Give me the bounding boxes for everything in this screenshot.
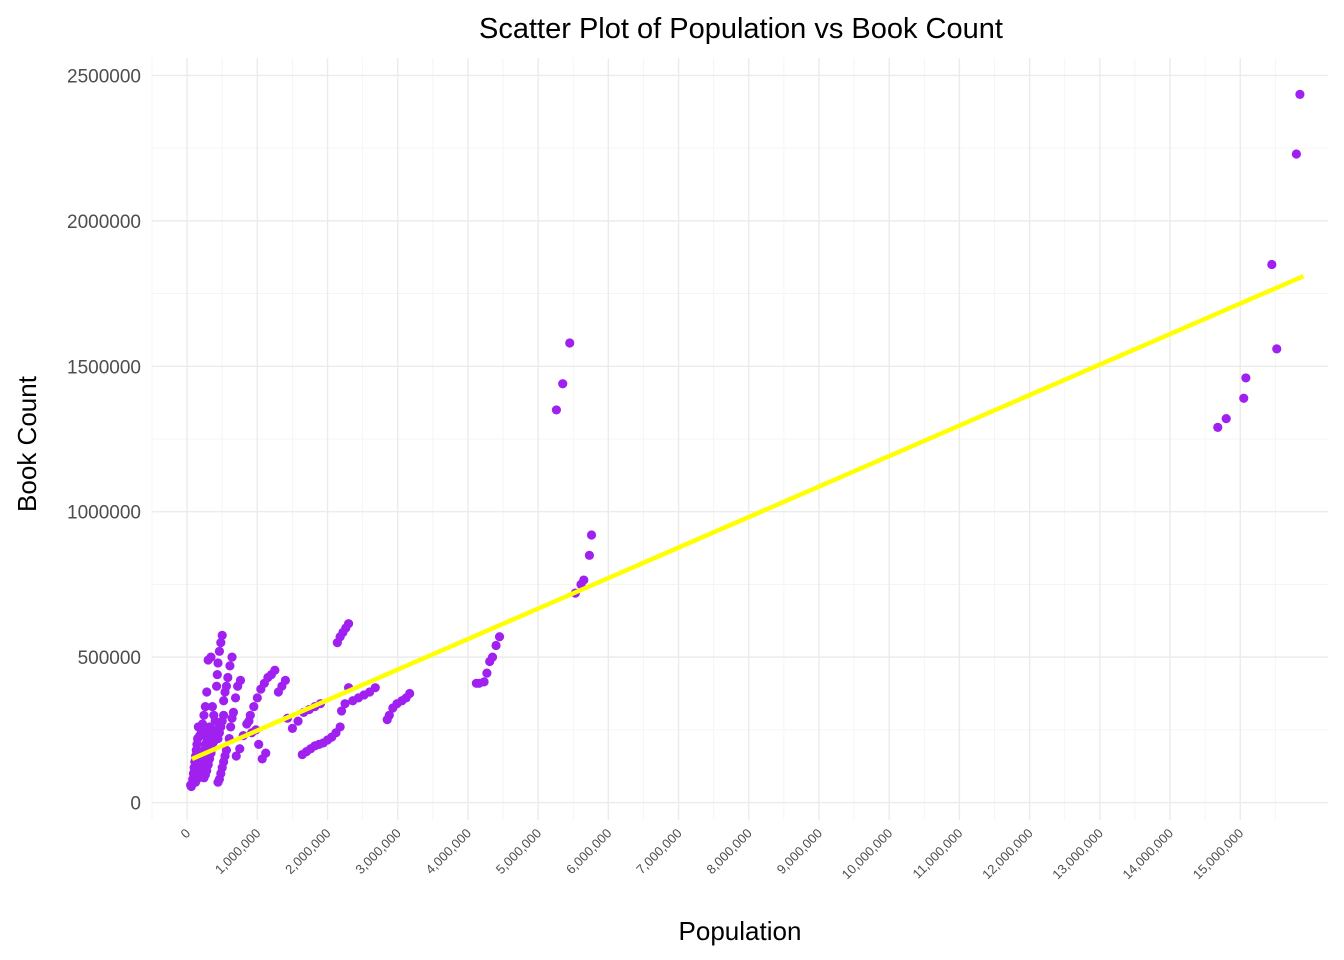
data-point bbox=[203, 655, 213, 665]
data-point bbox=[1267, 259, 1277, 270]
data-point bbox=[382, 715, 392, 725]
data-point bbox=[273, 687, 283, 697]
data-point bbox=[213, 733, 223, 744]
x-tick-label: 9,000,000 bbox=[774, 826, 826, 878]
trend-line bbox=[191, 274, 1305, 761]
x-tick-label: 3,000,000 bbox=[352, 826, 404, 878]
data-point bbox=[190, 777, 201, 787]
x-tick-label: 5,000,000 bbox=[493, 826, 545, 878]
tick-labels-layer: 0 1,000,000 2,000,000 3,000,000 4,000,000 5,0… bbox=[67, 66, 1246, 882]
grid-layer bbox=[151, 58, 1328, 820]
data-point bbox=[200, 701, 210, 712]
x-tick-label: 14,000,000 bbox=[1120, 826, 1177, 883]
x-tick-label: 13,000,000 bbox=[1049, 826, 1106, 883]
data-point bbox=[1291, 149, 1302, 159]
y-tick-label: 0 bbox=[130, 794, 141, 815]
x-tick-label: 12,000,000 bbox=[979, 826, 1036, 883]
data-point bbox=[230, 693, 241, 703]
data-point bbox=[471, 678, 481, 688]
data-point bbox=[293, 716, 303, 726]
data-point bbox=[212, 669, 222, 680]
data-point bbox=[332, 637, 342, 648]
x-tick-label: 11,000,000 bbox=[910, 826, 966, 882]
data-point bbox=[227, 713, 237, 723]
data-point bbox=[231, 751, 241, 761]
data-point bbox=[1221, 414, 1231, 424]
data-point bbox=[287, 723, 298, 733]
data-point bbox=[1213, 422, 1223, 432]
points-layer bbox=[186, 89, 1305, 792]
x-tick-label: 1,000,000 bbox=[212, 826, 264, 878]
x-tick-label: 10,000,000 bbox=[839, 826, 896, 883]
data-point bbox=[216, 637, 226, 648]
data-point bbox=[235, 744, 245, 754]
fit-line-layer bbox=[191, 274, 1305, 761]
data-point bbox=[1272, 344, 1282, 354]
data-point bbox=[213, 658, 223, 668]
data-point bbox=[226, 722, 236, 732]
data-point bbox=[252, 693, 262, 703]
x-tick-label: 7,000,000 bbox=[633, 826, 685, 878]
data-point bbox=[213, 777, 223, 787]
x-tick-label: 2,000,000 bbox=[282, 826, 334, 878]
x-tick-label: 6,000,000 bbox=[563, 826, 615, 878]
x-tick-label: 0 bbox=[178, 826, 194, 842]
data-point bbox=[225, 661, 235, 671]
data-point bbox=[336, 706, 347, 716]
data-point bbox=[233, 681, 243, 691]
data-point bbox=[586, 530, 597, 540]
data-point bbox=[348, 696, 358, 706]
y-axis-title: Book Count bbox=[12, 375, 42, 512]
x-tick-label: 8,000,000 bbox=[703, 826, 755, 878]
data-point bbox=[211, 681, 222, 691]
data-point bbox=[1295, 89, 1305, 99]
y-tick-label: 1000000 bbox=[67, 503, 141, 524]
data-point bbox=[217, 630, 227, 640]
data-point bbox=[482, 668, 492, 678]
data-point bbox=[565, 338, 575, 348]
data-point bbox=[214, 646, 225, 656]
data-point bbox=[244, 716, 254, 726]
y-tick-label: 2000000 bbox=[67, 212, 141, 233]
data-point bbox=[249, 701, 259, 712]
data-point bbox=[220, 687, 230, 697]
data-point bbox=[584, 550, 595, 560]
data-point bbox=[485, 656, 495, 667]
data-point bbox=[254, 739, 264, 749]
data-point bbox=[1241, 373, 1251, 383]
data-point bbox=[491, 640, 501, 651]
data-point bbox=[388, 703, 398, 713]
data-point bbox=[207, 701, 217, 712]
data-point bbox=[1239, 393, 1249, 403]
x-axis-title: Population bbox=[679, 916, 802, 946]
x-tick-label: 15,000,000 bbox=[1190, 826, 1247, 883]
data-point bbox=[193, 722, 203, 732]
data-point bbox=[494, 632, 505, 642]
data-point bbox=[257, 754, 267, 764]
y-tick-label: 500000 bbox=[78, 648, 141, 669]
data-point bbox=[256, 684, 266, 694]
data-point bbox=[551, 405, 562, 415]
data-point bbox=[297, 749, 307, 760]
data-point bbox=[558, 379, 568, 389]
data-point bbox=[227, 652, 237, 662]
data-point bbox=[223, 672, 233, 683]
data-point bbox=[199, 710, 209, 720]
data-point bbox=[219, 696, 229, 706]
data-point bbox=[340, 699, 350, 709]
chart-title: Scatter Plot of Population vs Book Count bbox=[479, 13, 1003, 45]
data-point bbox=[210, 716, 220, 726]
x-tick-label: 4,000,000 bbox=[423, 826, 475, 878]
data-point bbox=[202, 687, 212, 697]
y-tick-label: 1500000 bbox=[67, 357, 141, 378]
y-tick-label: 2500000 bbox=[67, 66, 141, 87]
